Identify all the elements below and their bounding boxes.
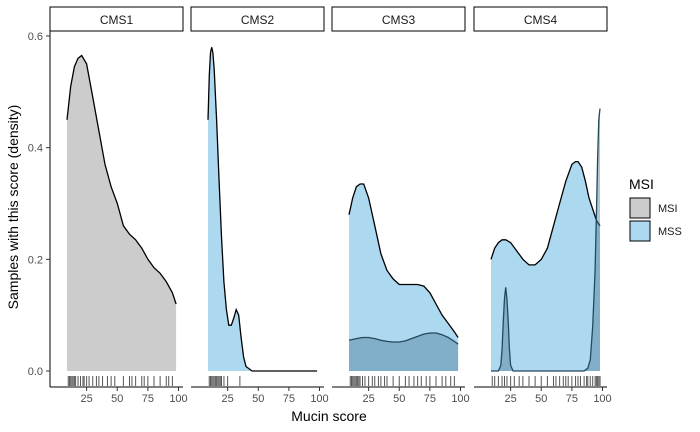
density-line-mss	[490, 160, 601, 266]
x-tick-label: 100	[310, 393, 328, 405]
facet-strip	[190, 6, 325, 32]
facet-strip-label: CMS1	[100, 13, 134, 27]
density-line-msi	[491, 108, 601, 372]
x-tick-label: 50	[535, 393, 547, 405]
x-tick-label: 100	[593, 393, 611, 405]
density-line-msi	[66, 54, 177, 305]
x-tick-label: 100	[451, 393, 469, 405]
panel-cms4: CMS4 25 50 75 100	[473, 6, 612, 405]
facet-strip-label: CMS2	[241, 13, 275, 27]
facet-strip-label: CMS4	[524, 13, 558, 27]
x-tick-label: 50	[111, 393, 123, 405]
density-area-mss	[491, 161, 600, 371]
legend-key-mss	[629, 220, 651, 242]
y-axis-label: Samples with this score (density)	[5, 105, 21, 310]
density-line-mss	[348, 183, 459, 338]
legend-label-msi: MSI	[658, 203, 678, 215]
facet-strip	[473, 6, 608, 32]
x-tick-label: 75	[142, 393, 154, 405]
x-tick-label: 25	[222, 393, 234, 405]
facet-strip-label: CMS3	[382, 13, 416, 27]
density-area-msi	[349, 333, 459, 371]
y-tick-label: 0.2	[28, 254, 43, 266]
legend: MSI MSI MSS	[629, 176, 682, 242]
density-line-msi	[348, 332, 459, 345]
density-area-mss	[208, 47, 318, 371]
panel-cms3: CMS3 25 50 75 100	[331, 6, 470, 405]
x-tick-label: 25	[81, 393, 93, 405]
legend-title: MSI	[629, 176, 654, 192]
density-area-mss	[349, 184, 459, 371]
x-tick-label: 50	[252, 393, 264, 405]
panel-cms1: CMS1 25 50 75 100	[49, 6, 188, 405]
x-tick-label: 25	[505, 393, 517, 405]
density-area-msi	[67, 55, 177, 371]
x-tick-label: 25	[363, 393, 375, 405]
x-tick-label: 50	[393, 393, 405, 405]
x-tick-label: 75	[424, 393, 436, 405]
x-tick-label: 100	[169, 393, 187, 405]
facet-strip	[49, 6, 184, 32]
y-tick-label: 0.4	[28, 143, 43, 155]
axes-layer: 0.0 0.2 0.4 0.6	[28, 31, 51, 387]
y-tick-label: 0.6	[28, 31, 43, 43]
x-tick-label: 75	[566, 393, 578, 405]
facet-strip	[331, 6, 466, 32]
x-axis-label: Mucin score	[291, 408, 367, 424]
density-line-mss	[207, 47, 318, 372]
y-tick-label: 0.0	[28, 366, 43, 378]
x-tick-label: 75	[283, 393, 295, 405]
legend-label-mss: MSS	[658, 226, 682, 238]
legend-key-msi	[629, 197, 651, 219]
panel-cms2: CMS2 25 50 75 100	[190, 6, 329, 405]
